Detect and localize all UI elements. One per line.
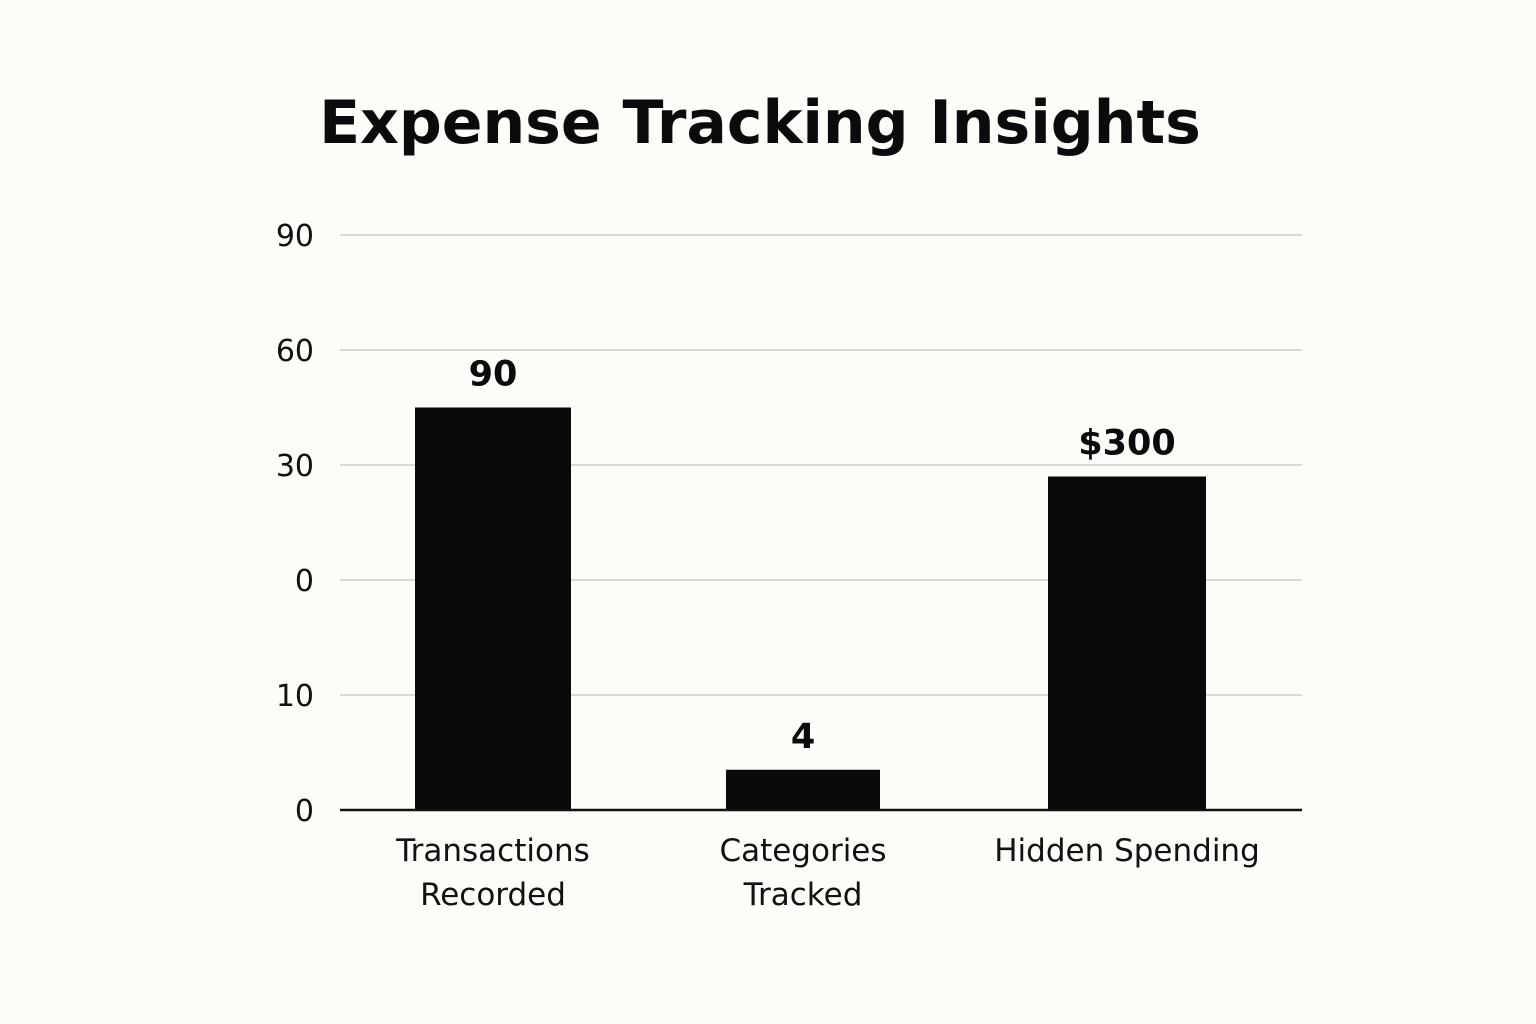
y-tick-label: 90 [276,219,314,254]
x-category-label: Hidden Spending [994,833,1260,869]
bar-value-label: 90 [469,355,518,395]
x-category-label: Tracked [743,877,863,913]
bar-value-label: $300 [1078,424,1175,464]
bar [726,769,880,810]
chart-title: Expense Tracking Insights [319,88,1201,158]
y-tick-label: 30 [276,449,314,484]
bar [1048,476,1206,810]
x-category-label: Recorded [420,877,566,913]
y-tick-label: 0 [295,794,314,829]
x-category-label: Transactions [395,833,590,869]
x-category-label: Categories [719,833,886,869]
y-tick-label: 60 [276,334,314,369]
y-tick-label: 0 [295,564,314,599]
bars-layer [415,407,1206,810]
bar [415,407,571,810]
y-tick-label: 10 [276,679,314,714]
bar-value-label: 4 [791,717,815,757]
labels-layer: 0 10 0 30 60 90 90 Transactions Recorded 4 Categor… [276,219,1260,913]
